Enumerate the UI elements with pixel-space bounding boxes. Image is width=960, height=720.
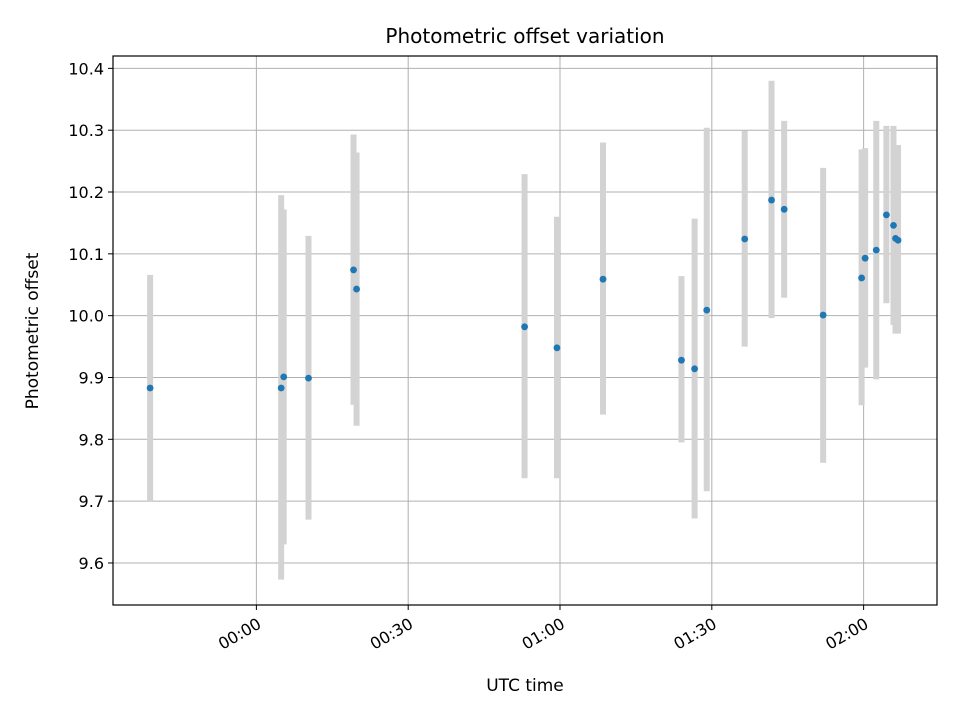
data-point <box>882 211 890 219</box>
y-axis-title: Photometric offset <box>23 252 43 409</box>
data-point <box>780 205 788 213</box>
x-axis-title: UTC time <box>486 676 564 696</box>
data-point <box>553 344 561 352</box>
y-tick-label: 10.3 <box>68 121 104 140</box>
data-point <box>872 246 880 254</box>
data-point <box>305 374 312 382</box>
data-point <box>280 373 288 381</box>
data-point <box>277 384 285 392</box>
chart-title: Photometric offset variation <box>385 24 664 48</box>
y-tick-label: 10.0 <box>68 307 104 326</box>
data-point <box>861 254 869 262</box>
y-tick-label: 10.4 <box>68 59 104 78</box>
data-point <box>146 384 154 392</box>
data-point <box>819 311 827 319</box>
y-tick-label: 9.9 <box>79 368 104 387</box>
data-point <box>741 235 749 243</box>
y-tick-label: 10.1 <box>68 245 104 264</box>
y-tick-label: 9.7 <box>79 492 104 511</box>
data-point <box>350 266 357 274</box>
data-point <box>894 236 902 244</box>
y-tick-label: 10.2 <box>68 183 104 202</box>
data-point <box>521 323 528 331</box>
data-point <box>890 221 897 229</box>
y-tick-label: 9.8 <box>79 430 104 449</box>
data-point <box>599 275 607 283</box>
plot-frame <box>112 55 938 606</box>
data-point <box>353 285 360 293</box>
data-point <box>678 356 685 364</box>
y-tick-label: 9.6 <box>79 554 104 573</box>
data-point <box>691 365 699 373</box>
markers <box>146 196 902 392</box>
data-point <box>768 196 775 204</box>
data-point <box>858 274 866 282</box>
data-point <box>703 306 711 314</box>
